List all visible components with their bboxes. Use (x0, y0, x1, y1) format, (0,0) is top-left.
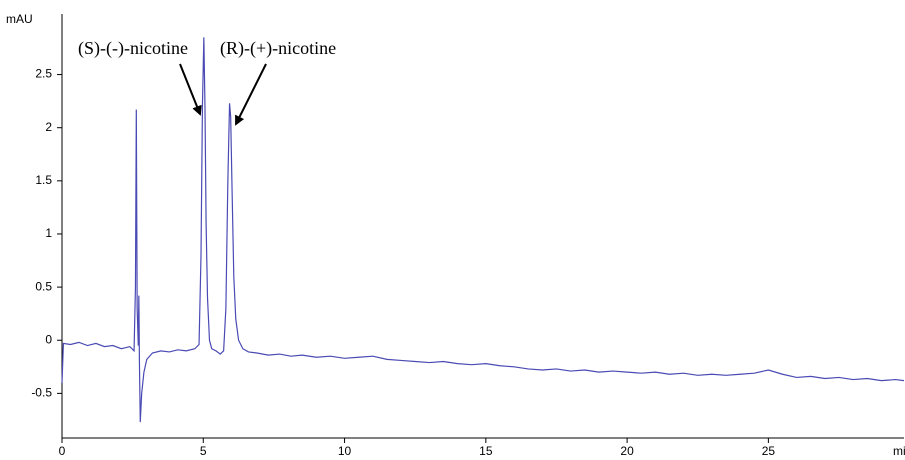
x-tick-label: 0 (59, 444, 66, 458)
annotation-arrow (235, 63, 267, 126)
y-tick-label: 2 (45, 120, 52, 134)
x-tick-label: 20 (620, 444, 634, 458)
y-tick-label: 1.5 (35, 173, 52, 187)
y-tick-label: 0.5 (35, 279, 52, 293)
x-tick-label: 10 (338, 444, 352, 458)
annotation: (S)-(-)-nicotine (78, 38, 188, 59)
x-tick-label: 15 (479, 444, 493, 458)
annotation: (R)-(+)-nicotine (220, 38, 336, 59)
annotation-arrow (179, 63, 202, 116)
x-tick-label: 5 (200, 444, 207, 458)
x-axis-label: mi (893, 444, 905, 458)
x-tick-label: 25 (762, 444, 776, 458)
y-axis-label: mAU (6, 12, 33, 26)
line-series (61, 37, 905, 423)
y-tick-label: 0 (45, 332, 52, 346)
y-tick-label: 1 (45, 226, 52, 240)
y-tick-label: 2.5 (35, 67, 52, 81)
y-tick-label: -0.5 (31, 386, 52, 400)
